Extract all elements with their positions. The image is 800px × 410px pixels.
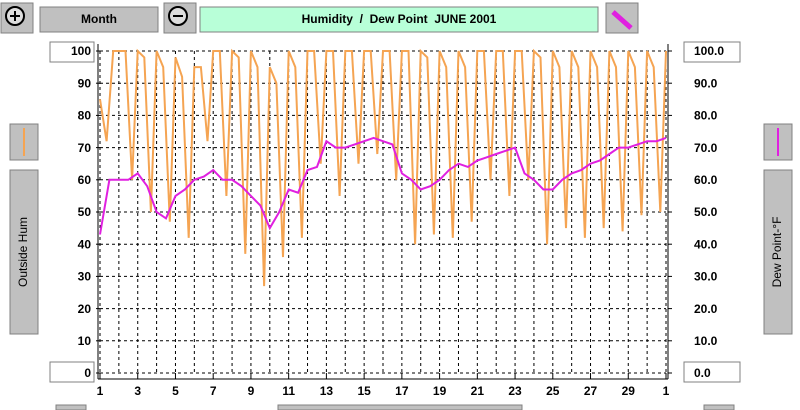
chart-title: Humidity / Dew Point JUNE 2001	[302, 12, 497, 26]
plus-sign	[10, 11, 20, 21]
y-tick-label: 70	[78, 141, 92, 155]
y-tick-label: 0	[84, 366, 91, 380]
x-tick-label: 11	[282, 384, 295, 398]
period-label: Month	[81, 12, 117, 26]
x-tick-label: 1	[97, 384, 104, 398]
legend-label: Dew Point-°F	[770, 217, 784, 288]
y2min-box[interactable]	[683, 361, 741, 383]
y-tick-label: 20	[78, 302, 92, 316]
x-tick-label: 23	[508, 384, 522, 398]
y-tick-label: 60	[78, 173, 92, 187]
y2-tick-label: 0.0	[694, 366, 711, 380]
y2-tick-label: 40.0	[694, 237, 718, 251]
y2-tick-label: 50.0	[694, 205, 718, 219]
legend-label: Outside Hum	[16, 217, 30, 287]
series-0-label-box[interactable]	[9, 169, 39, 335]
y2-tick-label: 30.0	[694, 270, 718, 284]
x-tick-label: 1	[663, 384, 670, 398]
series-line	[99, 48, 667, 287]
y-tick-label: 80	[78, 109, 92, 123]
y2-tick-label: 20.0	[694, 302, 718, 316]
y-tick-label: 90	[78, 76, 92, 90]
y-tick-label: 50	[78, 205, 92, 219]
y2-tick-label: 70.0	[694, 141, 718, 155]
ymin-box[interactable]	[49, 361, 95, 383]
x-tick-label: 9	[248, 384, 255, 398]
options-button[interactable]	[605, 2, 639, 34]
y2-tick-label: 10.0	[694, 334, 718, 348]
y2-tick-label: 100.0	[694, 44, 724, 58]
y2-tick-label: 80.0	[694, 109, 718, 123]
x-tick-label: 13	[320, 384, 334, 398]
scroll-right[interactable]	[703, 404, 735, 410]
x-tick-label: 17	[395, 384, 409, 398]
title-box	[199, 6, 599, 33]
y-tick-label: 40	[78, 237, 92, 251]
y2-tick-label: 90.0	[694, 76, 718, 90]
x-tick-label: 21	[471, 384, 485, 398]
y-tick-label: 100	[71, 44, 91, 58]
period-button[interactable]	[39, 6, 159, 33]
x-tick-label: 3	[134, 384, 141, 398]
series-line	[99, 136, 667, 235]
y2-tick-label: 60.0	[694, 173, 718, 187]
x-tick-label: 15	[357, 384, 371, 398]
x-tick-label: 19	[433, 384, 447, 398]
y2max-box[interactable]	[683, 41, 741, 63]
y-tick-label: 10	[78, 334, 92, 348]
x-tick-label: 7	[210, 384, 217, 398]
x-tick-label: 25	[546, 384, 560, 398]
ymax-box[interactable]	[49, 41, 95, 63]
scroll-thumb[interactable]	[277, 404, 523, 410]
x-tick-label: 29	[622, 384, 636, 398]
scroll-left[interactable]	[55, 404, 87, 410]
series-1-label-box[interactable]	[763, 169, 793, 335]
x-tick-label: 27	[584, 384, 598, 398]
x-tick-label: 5	[172, 384, 179, 398]
options-icon	[611, 10, 633, 30]
y-tick-label: 30	[78, 270, 92, 284]
